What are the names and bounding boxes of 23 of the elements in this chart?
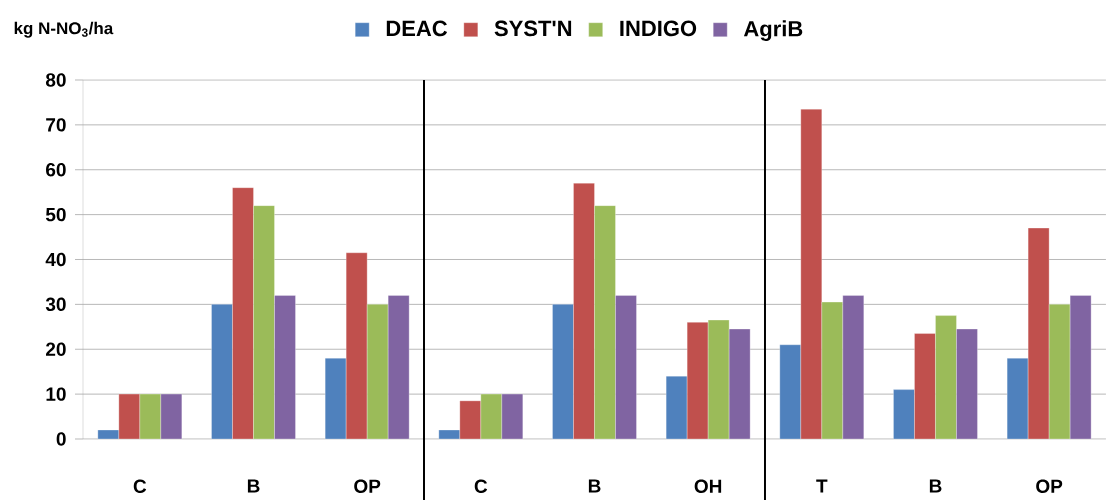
legend-label: AgriB: [743, 20, 803, 41]
x-tick-label: C: [133, 479, 147, 493]
y-tick-label: 50: [45, 207, 66, 222]
y-tick-label: 0: [56, 432, 66, 446]
y-tick-label: 80: [45, 73, 66, 87]
x-tick-label: OP: [1036, 479, 1063, 493]
y-tick-label: 10: [46, 387, 66, 401]
x-tick-label: OH: [694, 479, 722, 493]
x-tick-label: B: [247, 479, 260, 493]
legend-label: DEAC: [386, 20, 448, 37]
y-axis-title: kg N-NO$_{3}$/ha: [14, 21, 114, 38]
y-tick-label: 20: [46, 342, 66, 356]
y-tick-label: 70: [46, 118, 66, 132]
legend-label: INDIGO: [620, 20, 697, 37]
x-tick-label: T: [816, 479, 828, 493]
x-tick-label: OP: [354, 479, 381, 493]
x-tick-label: B: [588, 479, 601, 493]
y-tick-label: 30: [45, 297, 66, 312]
y-tick-label: 40: [45, 252, 66, 267]
x-tick-label: B: [929, 479, 942, 493]
y-tick-label: 60: [46, 163, 66, 177]
legend-label: SYST'N: [494, 20, 572, 37]
x-tick-label: C: [474, 479, 488, 493]
